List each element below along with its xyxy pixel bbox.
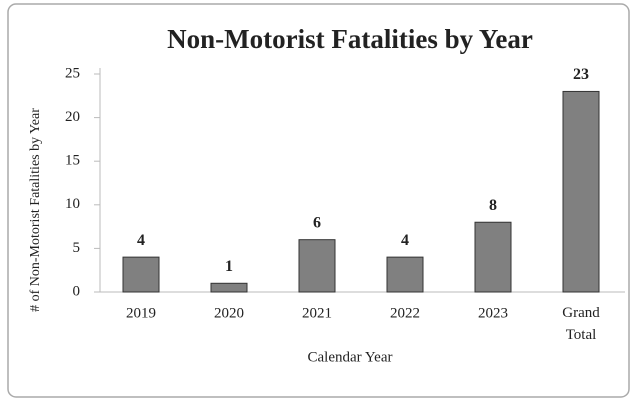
data-label: 23 bbox=[573, 66, 589, 83]
bar bbox=[122, 256, 160, 293]
chart-border bbox=[7, 3, 630, 398]
x-axis-label: Calendar Year bbox=[308, 349, 393, 365]
x-tick-label: Grand Total bbox=[562, 305, 600, 343]
bar bbox=[210, 282, 248, 293]
x-tick-label: 2020 bbox=[214, 305, 244, 321]
data-label: 6 bbox=[313, 214, 321, 231]
y-tick-label: 25 bbox=[65, 65, 80, 81]
y-tick-label: 0 bbox=[73, 283, 81, 299]
bar bbox=[474, 221, 512, 293]
bar bbox=[298, 239, 336, 293]
bar bbox=[386, 256, 424, 293]
y-tick-label: 15 bbox=[65, 153, 80, 169]
data-label: 8 bbox=[489, 197, 497, 214]
data-label: 4 bbox=[401, 232, 409, 249]
x-tick-label: 2022 bbox=[390, 305, 420, 321]
data-label: 1 bbox=[225, 258, 233, 275]
data-label: 4 bbox=[137, 232, 145, 249]
x-tick-label: 2019 bbox=[126, 305, 156, 321]
y-tick-label: 10 bbox=[65, 196, 80, 212]
y-tick-label: 20 bbox=[65, 109, 80, 125]
chart-title: Non-Motorist Fatalities by Year bbox=[167, 24, 533, 54]
x-tick-label: 2023 bbox=[478, 305, 508, 321]
bar bbox=[562, 90, 600, 293]
y-axis-label: # of Non-Motorist Fatalities by Year bbox=[28, 108, 43, 312]
y-tick-label: 5 bbox=[73, 240, 81, 256]
x-tick-label: 2021 bbox=[302, 305, 332, 321]
